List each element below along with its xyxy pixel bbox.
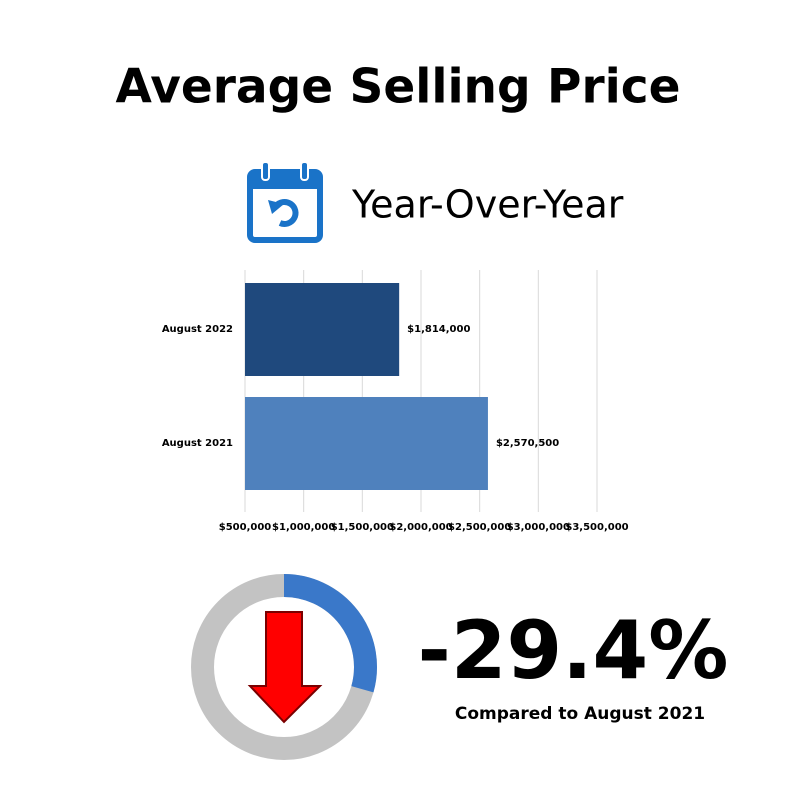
y-tick-label: August 2022 bbox=[162, 324, 233, 335]
x-tick-label: $1,000,000 bbox=[272, 522, 335, 533]
subtitle: Year-Over-Year bbox=[351, 183, 624, 227]
data-label: $1,814,000 bbox=[407, 324, 470, 335]
change-caption: Compared to August 2021 bbox=[455, 704, 705, 724]
page-title: Average Selling Price bbox=[116, 60, 681, 115]
bar bbox=[245, 283, 400, 376]
x-tick-label: $3,500,000 bbox=[565, 522, 628, 533]
x-tick-label: $2,500,000 bbox=[448, 522, 511, 533]
x-tick-label: $2,000,000 bbox=[389, 522, 452, 533]
data-label: $2,570,500 bbox=[496, 438, 559, 449]
x-tick-label: $500,000 bbox=[219, 522, 272, 533]
x-tick-label: $1,500,000 bbox=[331, 522, 394, 533]
change-value: -29.4% bbox=[418, 604, 729, 697]
donut-arc bbox=[283, 574, 377, 693]
change-arrow bbox=[247, 611, 323, 724]
bar bbox=[245, 397, 488, 490]
y-tick-label: August 2021 bbox=[162, 438, 233, 449]
x-tick-label: $3,000,000 bbox=[507, 522, 570, 533]
calendar-icon bbox=[247, 161, 323, 243]
